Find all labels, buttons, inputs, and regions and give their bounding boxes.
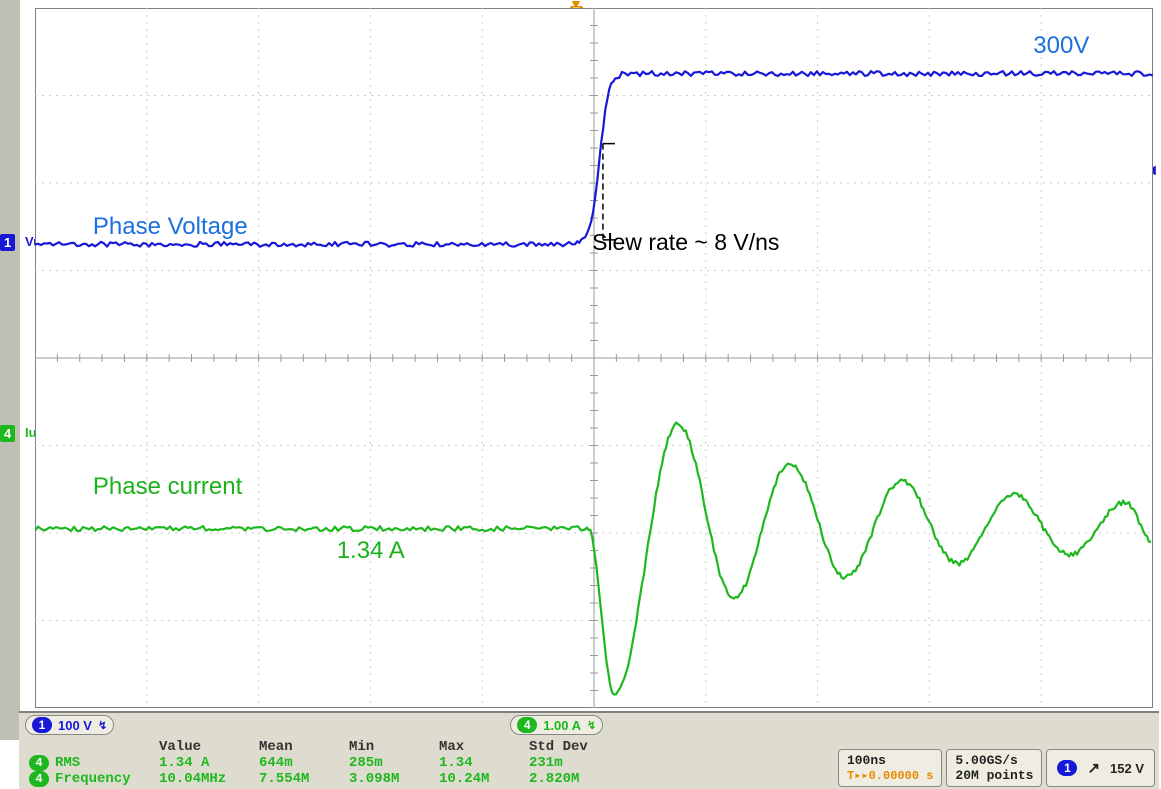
timebase-panel: 100ns T▸▸0.00000 s xyxy=(838,749,942,787)
annotation-slew_rate: Slew rate ~ 8 V/ns xyxy=(592,229,779,256)
timebase-delay-prefix: T▸▸ xyxy=(847,769,869,783)
waveform-display xyxy=(35,8,1153,708)
meas-frequency-std: 2.820M xyxy=(529,771,619,787)
channel-scale-bar: 1 100 V ↯ 4 1.00 A ↯ xyxy=(19,713,1159,737)
ch1-scale-value: 100 V xyxy=(58,718,92,733)
meas-rms-min: 285m xyxy=(349,755,439,771)
trigger-edge-icon: ↗ xyxy=(1087,759,1100,777)
left-sidebar xyxy=(0,0,20,740)
ch4-scale-readout: 4 1.00 A ↯ xyxy=(510,715,603,735)
meas-header-min: Min xyxy=(349,739,439,755)
ch4-coupling-icon: ↯ xyxy=(587,719,596,732)
measurement-frequency-label: 4Frequency xyxy=(29,771,159,787)
bottom-status-area: 1 100 V ↯ 4 1.00 A ↯ 4RMS4FrequencyValue… xyxy=(19,711,1159,789)
timebase-scale: 100ns xyxy=(847,753,886,768)
meas-rms-mean: 644m xyxy=(259,755,349,771)
trigger-channel-badge: 1 xyxy=(1057,760,1077,776)
measurement-rms-label: 4RMS xyxy=(29,755,159,771)
timebase-trigger-panel-group: 100ns T▸▸0.00000 s 5.00GS/s 20M points 1… xyxy=(838,749,1155,787)
annotation-phase_voltage: Phase Voltage xyxy=(93,213,248,241)
meas-frequency-mean: 7.554M xyxy=(259,771,349,787)
annotation-current_value: 1.34 A xyxy=(337,537,405,565)
waveform-svg xyxy=(35,8,1153,708)
acquisition-panel: 5.00GS/s 20M points xyxy=(946,749,1042,787)
record-length: 20M points xyxy=(955,768,1033,783)
ch1-coupling-icon: ↯ xyxy=(98,719,107,732)
meas-rms-std: 231m xyxy=(529,755,619,771)
meas-frequency-min: 3.098M xyxy=(349,771,439,787)
ch1-scale-badge: 1 xyxy=(32,717,52,733)
ch1-badge: 1 xyxy=(0,234,15,251)
ch4-scale-badge: 4 xyxy=(517,717,537,733)
annotation-phase_current: Phase current xyxy=(93,473,242,501)
trigger-panel: 1 ↗ 152 V xyxy=(1046,749,1155,787)
trigger-level: 152 V xyxy=(1110,761,1144,776)
oscilloscope-screenshot: ▼ T 1 Vu 4 Iu ◄ 300VPhase VoltageSlew ra… xyxy=(0,0,1161,789)
ch4-badge: 4 xyxy=(0,425,15,442)
ch1-scale-readout: 1 100 V ↯ xyxy=(25,715,114,735)
meas-header-mean: Mean xyxy=(259,739,349,755)
meas-header-std-dev: Std Dev xyxy=(529,739,619,755)
meas-frequency-value: 10.04MHz xyxy=(159,771,259,787)
timebase-delay: 0.00000 s xyxy=(869,769,934,783)
meas-header-max: Max xyxy=(439,739,529,755)
meas-header-value: Value xyxy=(159,739,259,755)
meas-frequency-max: 10.24M xyxy=(439,771,529,787)
meas-rms-max: 1.34 xyxy=(439,755,529,771)
ch4-scale-value: 1.00 A xyxy=(543,718,581,733)
annotation-voltage_title: 300V xyxy=(1033,32,1089,60)
meas-rms-value: 1.34 A xyxy=(159,755,259,771)
sample-rate: 5.00GS/s xyxy=(955,753,1033,768)
